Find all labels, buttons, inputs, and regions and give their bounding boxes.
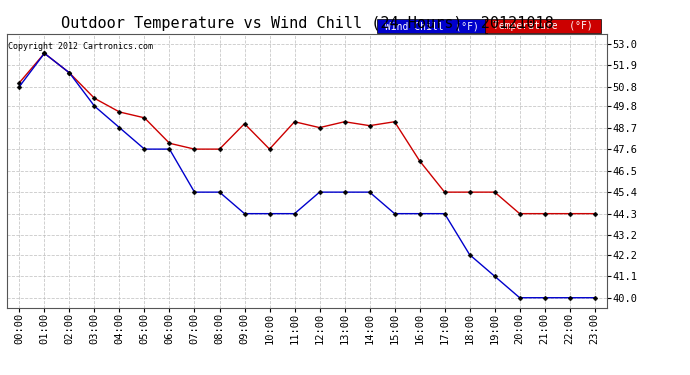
Title: Outdoor Temperature vs Wind Chill (24 Hours)  20121018: Outdoor Temperature vs Wind Chill (24 Ho… bbox=[61, 16, 553, 31]
Text: Copyright 2012 Cartronics.com: Copyright 2012 Cartronics.com bbox=[8, 42, 153, 51]
Text: Temperature  (°F): Temperature (°F) bbox=[487, 21, 599, 31]
Text: Wind Chill  (°F): Wind Chill (°F) bbox=[379, 21, 485, 31]
